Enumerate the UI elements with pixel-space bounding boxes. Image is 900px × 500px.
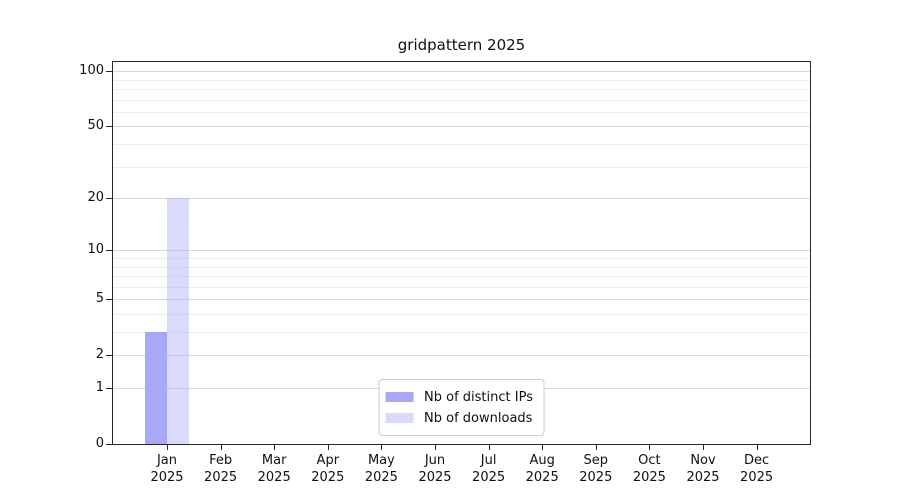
x-tick-label-jan: Jan 2025 [150, 453, 184, 485]
gridline-minor-6 [113, 286, 810, 288]
y-tick-100 [106, 71, 112, 73]
gridline-minor-60 [113, 111, 810, 113]
x-tick-apr [327, 445, 329, 450]
x-tick-jul [488, 445, 490, 450]
x-tick-label-may: May 2025 [364, 453, 398, 485]
gridline-minor-4 [113, 314, 810, 315]
x-tick-nov [703, 445, 704, 450]
x-tick-label-mar: Mar 2025 [257, 453, 291, 485]
y-tick-50 [106, 126, 112, 128]
y-tick-label-50: 50 [87, 118, 104, 134]
legend-swatch-distinct-ips [385, 392, 414, 402]
y-tick-label-2: 2 [95, 347, 104, 363]
y-tick-label-5: 5 [95, 291, 104, 307]
legend-item-downloads: Nb of downloads [385, 408, 533, 428]
chart-title: gridpattern 2025 [397, 36, 526, 54]
y-tick-0 [106, 444, 112, 445]
y-tick-label-100: 100 [79, 63, 104, 79]
x-tick-label-jun: Jun 2025 [418, 453, 452, 485]
x-tick-jan [167, 445, 168, 450]
legend-label-distinct-ips: Nb of distinct IPs [424, 389, 533, 405]
y-tick-label-1: 1 [95, 380, 104, 395]
y-tick-1 [106, 388, 112, 389]
x-tick-label-aug: Aug 2025 [525, 453, 559, 485]
gridline-major-50 [113, 126, 810, 128]
gridline-major-5 [113, 299, 810, 301]
gridline-minor-3 [113, 332, 810, 333]
legend: Nb of distinct IPs Nb of downloads [378, 379, 545, 436]
gridline-minor-40 [113, 144, 810, 145]
x-tick-label-apr: Apr 2025 [311, 453, 345, 485]
bar-nb-of-downloads-jan [167, 198, 189, 444]
x-tick-label-dec: Dec 2025 [740, 453, 774, 485]
gridline-minor-8 [113, 266, 810, 268]
y-tick-label-10: 10 [87, 242, 104, 258]
bar-nb-of-distinct-ips-jan [145, 332, 167, 444]
y-tick-10 [106, 250, 112, 252]
gridline-major-100 [113, 71, 810, 73]
gridline-major-2 [113, 355, 810, 357]
x-tick-label-feb: Feb 2025 [204, 453, 238, 485]
gridline-minor-7 [113, 276, 810, 277]
legend-swatch-downloads [385, 413, 414, 423]
x-tick-sep [595, 445, 597, 450]
gridline-minor-80 [113, 89, 810, 90]
y-tick-5 [106, 299, 112, 301]
gridline-minor-30 [113, 166, 810, 168]
y-tick-label-0: 0 [95, 436, 104, 451]
x-tick-oct [649, 445, 651, 450]
plot-area: Nb of distinct IPs Nb of downloads [112, 61, 811, 445]
x-tick-label-nov: Nov 2025 [686, 453, 720, 485]
x-tick-label-jul: Jul 2025 [472, 453, 506, 485]
gridline-major-10 [113, 250, 810, 252]
y-tick-label-20: 20 [87, 190, 104, 206]
x-tick-feb [220, 445, 222, 450]
y-tick-20 [106, 198, 112, 200]
legend-label-downloads: Nb of downloads [424, 410, 533, 426]
gridline-minor-90 [113, 79, 810, 81]
gridline-minor-70 [113, 99, 810, 101]
gridline-major-20 [113, 198, 810, 200]
x-tick-may [381, 445, 383, 450]
legend-item-distinct-ips: Nb of distinct IPs [385, 387, 533, 407]
gridline-minor-9 [113, 258, 810, 259]
x-tick-dec [756, 445, 758, 450]
y-tick-2 [106, 355, 112, 357]
x-tick-mar [274, 445, 276, 450]
x-tick-label-sep: Sep 2025 [579, 453, 613, 485]
x-tick-label-oct: Oct 2025 [632, 453, 666, 485]
x-tick-jun [435, 445, 436, 450]
x-tick-aug [542, 445, 544, 450]
